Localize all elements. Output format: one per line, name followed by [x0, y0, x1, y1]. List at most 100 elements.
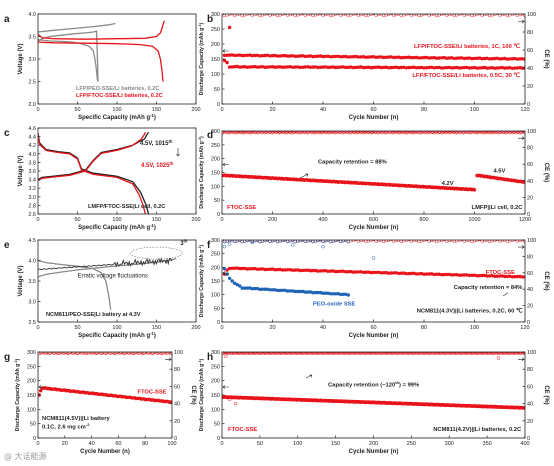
data-point-f-5-36	[313, 240, 318, 243]
x-axis-label-e-sup: -1	[150, 331, 154, 336]
x-tick-label-a-3: 150	[152, 107, 161, 113]
y2-axis-label-h: CE (%)	[543, 385, 549, 404]
data-point-b-2-2	[227, 25, 232, 30]
y-tick-label-h-4: 200	[211, 379, 220, 385]
data-point-b-1-6	[243, 65, 247, 69]
data-point-f-0-32	[308, 269, 313, 273]
plot-area-b	[222, 14, 525, 71]
data-point-b-1-36	[318, 65, 323, 70]
data-point-d-2-241	[464, 131, 469, 133]
data-point-f-2-28	[311, 291, 315, 295]
y-axis-label-b-tail: )	[199, 23, 205, 25]
data-point-b-1-14	[263, 65, 267, 70]
data-point-d-2-31	[251, 131, 256, 133]
data-point-b-0-114	[510, 57, 515, 61]
x-axis-label-c: Specific Capacity (mAh g-1)	[78, 223, 156, 231]
data-point-d-2-87	[308, 131, 313, 133]
data-point-f-6-5	[371, 256, 376, 260]
data-point-b-0-12	[253, 53, 257, 58]
data-point-b-0-92	[455, 56, 459, 60]
data-point-f-0-102	[485, 274, 489, 278]
data-point-f-3-3	[230, 279, 234, 283]
data-point-d-2-248	[471, 131, 476, 133]
data-point-b-0-25	[285, 54, 290, 58]
data-point-b-1-10	[253, 64, 257, 69]
data-point-d-2-206	[429, 131, 433, 133]
data-point-f-2-30	[316, 290, 320, 295]
data-point-f-4-88	[444, 240, 449, 243]
x-tick-label-e-2: 100	[112, 325, 121, 331]
data-point-b-0-64	[384, 55, 388, 59]
data-point-b-1-15	[265, 65, 270, 69]
y-axis-label-c: Voltage (V)	[18, 156, 24, 187]
y2-tick-label-g-3: 60	[174, 384, 180, 390]
data-point-f-0-33	[311, 268, 315, 273]
data-point-f-2-38	[336, 292, 340, 296]
data-point-f-4-38	[318, 240, 323, 242]
data-point-b-3-54	[359, 14, 363, 17]
y-tick-label-d-4: 200	[211, 157, 220, 163]
data-point-b-3-88	[444, 14, 449, 17]
data-point-f-0-50	[354, 270, 358, 274]
data-point-d-2-3	[223, 131, 228, 133]
data-point-b-3-69	[397, 14, 401, 16]
data-point-f-0-14	[263, 267, 267, 272]
y-tick-label-e-3: 4.0	[28, 259, 36, 265]
data-point-b-1-75	[417, 65, 421, 70]
y2-tick-label-f-4: 80	[527, 254, 533, 260]
data-point-b-0-81	[427, 56, 431, 60]
data-point-f-2-4	[250, 287, 254, 291]
data-point-f-2-2	[245, 286, 249, 290]
data-point-f-0-96	[470, 273, 474, 277]
data-point-b-3-49	[346, 14, 351, 18]
data-point-b-0-46	[339, 55, 343, 59]
data-point-b-3-76	[414, 14, 419, 16]
data-point-d-2-171	[393, 131, 398, 133]
arrow-right-g	[165, 357, 172, 362]
panel-label-g: g	[4, 352, 10, 363]
panel-label-d: d	[207, 130, 213, 141]
data-point-f-4-62	[379, 240, 383, 242]
data-point-f-3-6	[238, 284, 242, 288]
data-point-b-1-85	[442, 66, 446, 70]
data-point-b-2-1	[225, 60, 229, 65]
data-point-b-1-44	[339, 65, 343, 69]
data-point-f-2-18	[285, 289, 290, 293]
data-point-f-4-48	[343, 240, 348, 242]
data-point-b-3-94	[460, 14, 464, 16]
annotation-c-1: 4.5V, 1025th	[141, 161, 174, 169]
x-tick-label-e-1: 50	[74, 325, 80, 331]
data-point-f-0-40	[328, 269, 333, 273]
data-point-b-1-109	[503, 66, 507, 70]
y-axis-label-d: Discharge Capacity (mAh g-1)	[198, 136, 205, 209]
x-tick-label-a-4: 200	[191, 107, 200, 113]
data-point-b-3-75	[412, 14, 416, 17]
data-point-f-0-16	[268, 267, 272, 271]
data-point-f-0-70	[404, 272, 408, 276]
data-point-b-1-21	[280, 65, 285, 70]
data-point-f-3-1	[225, 272, 229, 276]
data-point-f-0-19	[275, 267, 280, 272]
y-tick-label-e-2: 3.5	[28, 279, 36, 285]
data-point-d-2-136	[358, 131, 362, 133]
y-tick-label-c-8: 4.2	[28, 143, 36, 149]
data-point-f-0-91	[457, 273, 462, 277]
data-point-b-1-47	[346, 65, 350, 70]
data-point-b-3-21	[275, 14, 280, 18]
data-point-b-3-8	[242, 14, 247, 17]
data-point-b-1-57	[371, 65, 376, 70]
x-axis-label-c-tail: )	[154, 225, 156, 231]
data-point-b-3-62	[379, 14, 383, 16]
data-point-f-2-13	[273, 288, 277, 292]
data-point-b-0-95	[462, 56, 467, 61]
x-tick-label-d-2: 400	[318, 217, 327, 223]
data-point-f-4-111	[503, 240, 507, 242]
data-point-b-3-91	[452, 14, 457, 18]
annotation-h-0-tail: ) = 99%	[399, 382, 419, 388]
x-tick-label-f-3: 60	[370, 325, 376, 331]
data-point-b-0-28	[293, 54, 297, 58]
data-point-b-0-18	[268, 54, 272, 58]
data-point-f-0-93	[462, 273, 467, 277]
data-point-f-0-6	[243, 266, 247, 271]
